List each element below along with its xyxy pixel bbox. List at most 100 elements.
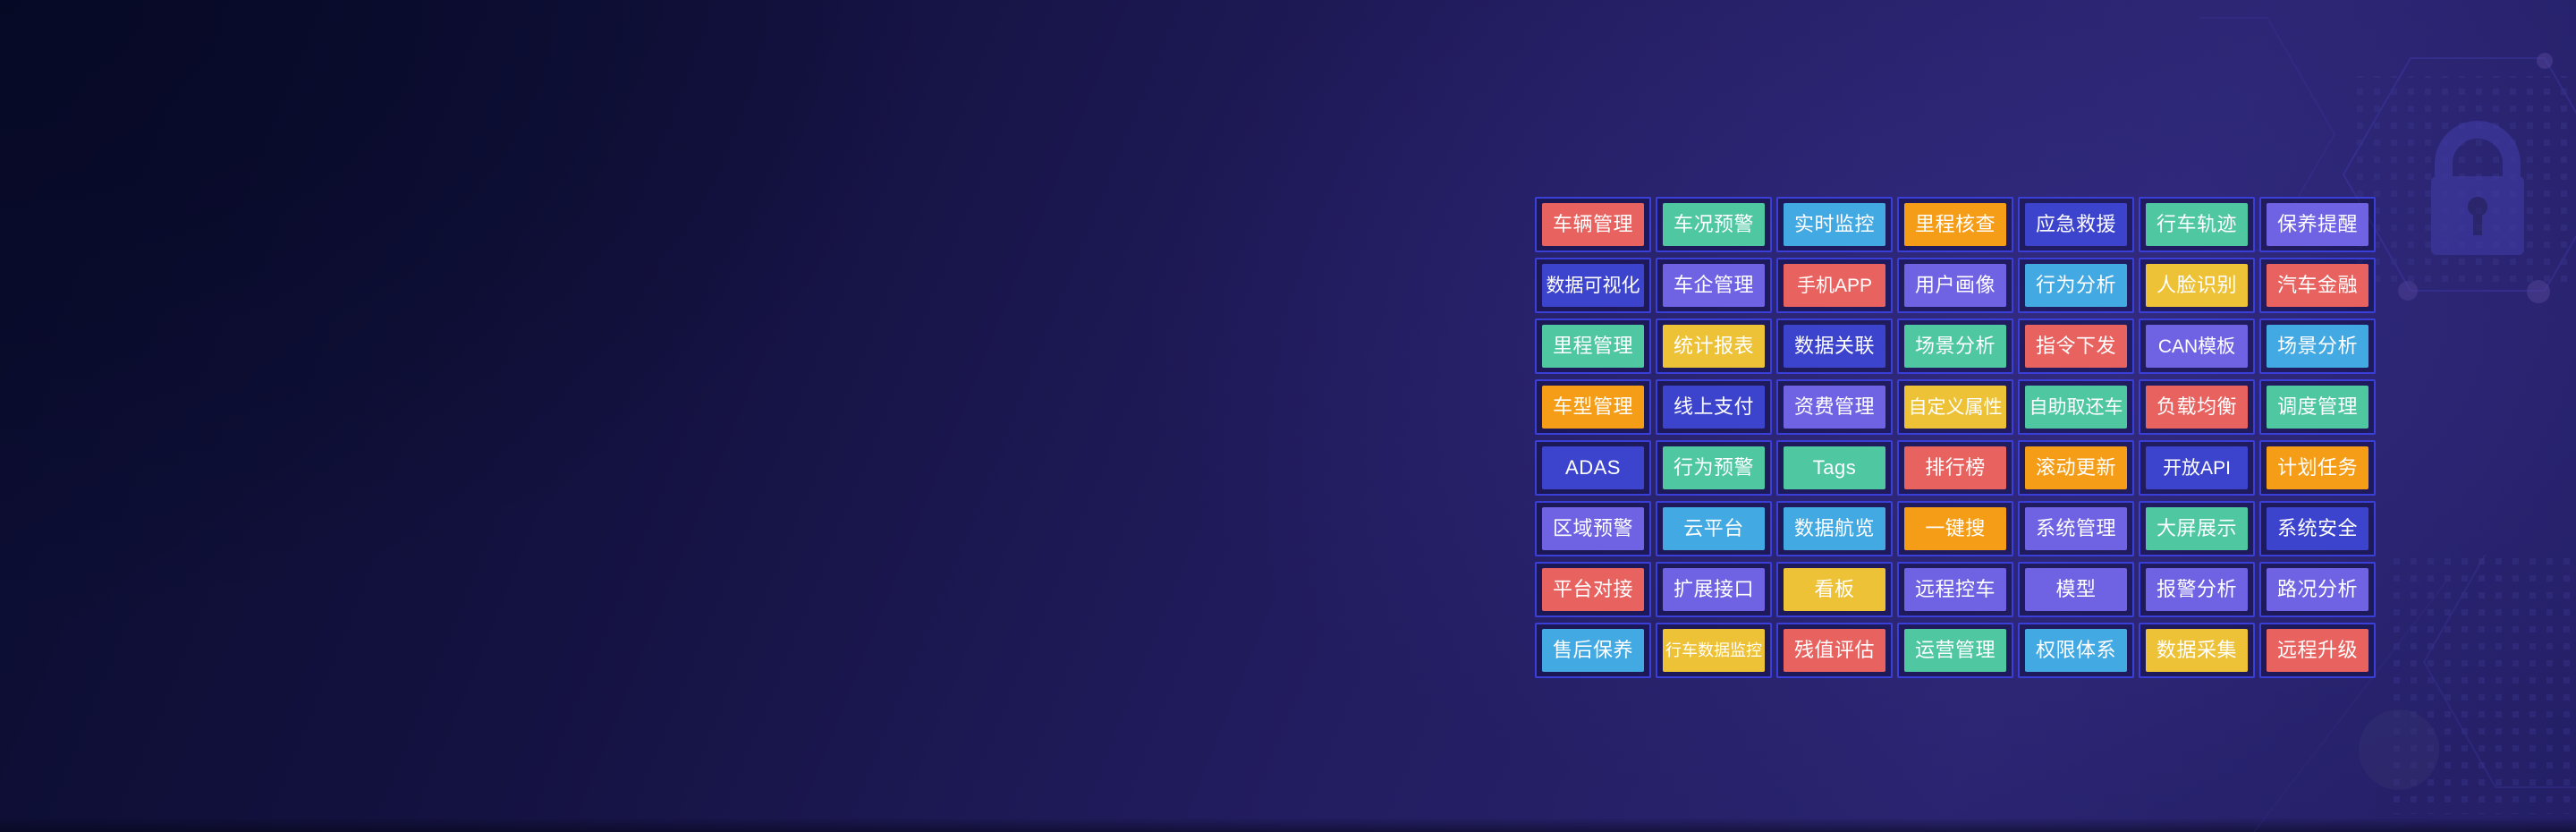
feature-tile[interactable]: 区域预警 (1535, 501, 1651, 556)
feature-tile-bg: 残值评估 (1784, 629, 1885, 672)
feature-tile[interactable]: 系统安全 (2259, 501, 2376, 556)
feature-tile[interactable]: 线上支付 (1656, 379, 1772, 435)
feature-tile-bg: 售后保养 (1542, 629, 1644, 672)
feature-tile[interactable]: 路况分析 (2259, 562, 2376, 617)
feature-tile[interactable]: 一键搜 (1897, 501, 2013, 556)
feature-tile[interactable]: 手机APP (1776, 258, 1893, 313)
feature-tile[interactable]: 排行榜 (1897, 440, 2013, 496)
feature-tile-bg: 车况预警 (1663, 203, 1765, 246)
feature-tile-bg: 自助取还车 (2025, 386, 2127, 429)
feature-tile[interactable]: 权限体系 (2018, 623, 2134, 678)
feature-tile-label: 车型管理 (1552, 395, 1633, 418)
feature-tile-bg: 云平台 (1663, 507, 1765, 550)
feature-tile[interactable]: 计划任务 (2259, 440, 2376, 496)
feature-tile[interactable]: 车型管理 (1535, 379, 1651, 435)
feature-tile-bg: 资费管理 (1784, 386, 1885, 429)
feature-tile-bg: 报警分析 (2146, 568, 2248, 611)
feature-tile[interactable]: 车况预警 (1656, 197, 1772, 252)
feature-tile[interactable]: 调度管理 (2259, 379, 2376, 435)
feature-tile[interactable]: 负载均衡 (2139, 379, 2255, 435)
feature-tile-label: 数据航览 (1793, 517, 1875, 539)
feature-tile[interactable]: 开放API (2139, 440, 2255, 496)
feature-tile-bg: 远程升级 (2267, 629, 2368, 672)
feature-tile[interactable]: 扩展接口 (1656, 562, 1772, 617)
feature-tile-bg: 系统安全 (2267, 507, 2368, 550)
feature-tile[interactable]: 远程升级 (2259, 623, 2376, 678)
feature-tile[interactable]: 行为预警 (1656, 440, 1772, 496)
feature-tile[interactable]: 行车轨迹 (2139, 197, 2255, 252)
feature-tile[interactable]: 售后保养 (1535, 623, 1651, 678)
feature-tile[interactable]: 运营管理 (1897, 623, 2013, 678)
feature-tile-label: 里程管理 (1552, 335, 1633, 357)
feature-tile[interactable]: 指令下发 (2018, 318, 2134, 374)
feature-tile-bg: 滚动更新 (2025, 446, 2127, 489)
feature-tile[interactable]: 滚动更新 (2018, 440, 2134, 496)
feature-tile[interactable]: 数据航览 (1776, 501, 1893, 556)
feature-tile-bg: 车企管理 (1663, 264, 1765, 307)
feature-tile-bg: 数据关联 (1784, 325, 1885, 368)
feature-tile-label: 自定义属性 (1908, 396, 2003, 418)
feature-tile[interactable]: 车辆管理 (1535, 197, 1651, 252)
feature-tile-label: 场景分析 (1914, 335, 1996, 357)
feature-tile-label: 保养提醒 (2276, 213, 2358, 235)
feature-tile[interactable]: ADAS (1535, 440, 1651, 496)
feature-tile[interactable]: 汽车金融 (2259, 258, 2376, 313)
feature-tile[interactable]: 行为分析 (2018, 258, 2134, 313)
feature-tile-bg: 大屏展示 (2146, 507, 2248, 550)
feature-tile-label: 指令下发 (2035, 335, 2116, 357)
feature-tile-bg: 里程管理 (1542, 325, 1644, 368)
feature-tile-bg: 里程核查 (1904, 203, 2006, 246)
feature-tile[interactable]: Tags (1776, 440, 1893, 496)
feature-tile-label: 行车轨迹 (2156, 213, 2237, 235)
feature-tile-label: 数据采集 (2156, 639, 2237, 661)
glow-dot (2359, 709, 2439, 790)
feature-tile[interactable]: CAN模板 (2139, 318, 2255, 374)
feature-tile[interactable]: 自定义属性 (1897, 379, 2013, 435)
feature-tile-bg: 开放API (2146, 446, 2248, 489)
feature-tile[interactable]: 资费管理 (1776, 379, 1893, 435)
feature-tile-label: 车辆管理 (1552, 213, 1633, 235)
feature-tile[interactable]: 行车数据监控 (1656, 623, 1772, 678)
feature-tile[interactable]: 应急救援 (2018, 197, 2134, 252)
feature-tile-label: 排行榜 (1925, 456, 1986, 479)
feature-tile-label: 行车数据监控 (1665, 641, 1762, 659)
feature-tile[interactable]: 里程管理 (1535, 318, 1651, 374)
feature-tile[interactable]: 实时监控 (1776, 197, 1893, 252)
feature-tile-label: 售后保养 (1552, 639, 1633, 661)
feature-tile-bg: 实时监控 (1784, 203, 1885, 246)
feature-tile[interactable]: 残值评估 (1776, 623, 1893, 678)
feature-tile[interactable]: 人脸识别 (2139, 258, 2255, 313)
feature-tile[interactable]: 远程控车 (1897, 562, 2013, 617)
feature-tile[interactable]: 报警分析 (2139, 562, 2255, 617)
feature-tile[interactable]: 车企管理 (1656, 258, 1772, 313)
feature-tile-label: 数据关联 (1793, 335, 1875, 357)
feature-tile-bg: 线上支付 (1663, 386, 1765, 429)
feature-tile[interactable]: 用户画像 (1897, 258, 2013, 313)
feature-tile-bg: 扩展接口 (1663, 568, 1765, 611)
feature-tile[interactable]: 系统管理 (2018, 501, 2134, 556)
feature-tile[interactable]: 场景分析 (1897, 318, 2013, 374)
feature-tile-label: 应急救援 (2035, 213, 2116, 235)
feature-tile[interactable]: 数据可视化 (1535, 258, 1651, 313)
feature-tile[interactable]: 云平台 (1656, 501, 1772, 556)
feature-tile[interactable]: 保养提醒 (2259, 197, 2376, 252)
feature-tile-bg: 人脸识别 (2146, 264, 2248, 307)
feature-tile-bg: 场景分析 (1904, 325, 2006, 368)
feature-tile[interactable]: 模型 (2018, 562, 2134, 617)
feature-tile[interactable]: 统计报表 (1656, 318, 1772, 374)
feature-tile-label: 资费管理 (1793, 395, 1875, 418)
feature-tile-label: 大屏展示 (2156, 517, 2237, 539)
feature-tile[interactable]: 平台对接 (1535, 562, 1651, 617)
feature-tile[interactable]: 数据采集 (2139, 623, 2255, 678)
feature-tile[interactable]: 场景分析 (2259, 318, 2376, 374)
feature-tile[interactable]: 里程核查 (1897, 197, 2013, 252)
feature-tile[interactable]: 大屏展示 (2139, 501, 2255, 556)
feature-tile-label: CAN模板 (2157, 335, 2236, 357)
dot-grid-pattern (2388, 555, 2576, 814)
feature-tile-bg: CAN模板 (2146, 325, 2248, 368)
feature-tile[interactable]: 看板 (1776, 562, 1893, 617)
feature-tile-bg: 场景分析 (2267, 325, 2368, 368)
feature-tile[interactable]: 自助取还车 (2018, 379, 2134, 435)
feature-tile[interactable]: 数据关联 (1776, 318, 1893, 374)
feature-tile-bg: Tags (1784, 446, 1885, 489)
